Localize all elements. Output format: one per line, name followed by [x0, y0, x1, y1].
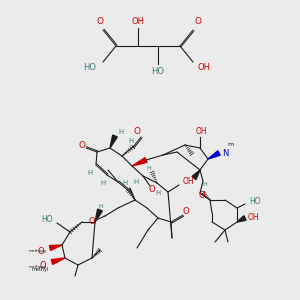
Text: H: H — [202, 182, 207, 188]
Text: O: O — [183, 208, 189, 217]
Text: O: O — [149, 185, 155, 194]
Text: m: m — [227, 142, 233, 146]
Text: OH: OH — [248, 212, 260, 221]
Text: OH: OH — [131, 16, 145, 26]
Text: methoxy: methoxy — [29, 249, 47, 253]
Polygon shape — [237, 216, 246, 222]
Text: O: O — [199, 191, 205, 200]
Polygon shape — [95, 209, 102, 222]
Text: O: O — [89, 217, 95, 226]
Text: O: O — [79, 140, 86, 149]
Polygon shape — [192, 170, 200, 179]
Text: H: H — [87, 170, 93, 176]
Text: OH: OH — [195, 127, 207, 136]
Text: H: H — [147, 166, 152, 170]
Text: HO: HO — [83, 62, 96, 71]
Text: H: H — [123, 180, 128, 186]
Text: H: H — [100, 180, 106, 186]
Text: O: O — [38, 247, 44, 256]
Text: O: O — [134, 128, 140, 136]
Text: HO: HO — [152, 67, 164, 76]
Polygon shape — [50, 245, 62, 250]
Text: H: H — [133, 179, 138, 185]
Polygon shape — [110, 135, 117, 148]
Polygon shape — [132, 158, 147, 166]
Text: HO: HO — [249, 197, 261, 206]
Text: H: H — [99, 203, 103, 208]
Text: H: H — [118, 129, 123, 135]
Text: H: H — [128, 138, 134, 144]
Text: HO: HO — [41, 215, 53, 224]
Text: O: O — [194, 17, 202, 26]
Text: N: N — [222, 148, 228, 158]
Text: H: H — [155, 190, 160, 196]
Text: methyl: methyl — [32, 268, 49, 272]
Polygon shape — [208, 151, 220, 159]
Polygon shape — [51, 258, 65, 264]
Text: methoxy: methoxy — [29, 265, 47, 269]
Text: OH: OH — [198, 62, 211, 71]
Text: O: O — [39, 262, 46, 271]
Text: OH: OH — [183, 178, 195, 187]
Text: O: O — [97, 17, 104, 26]
